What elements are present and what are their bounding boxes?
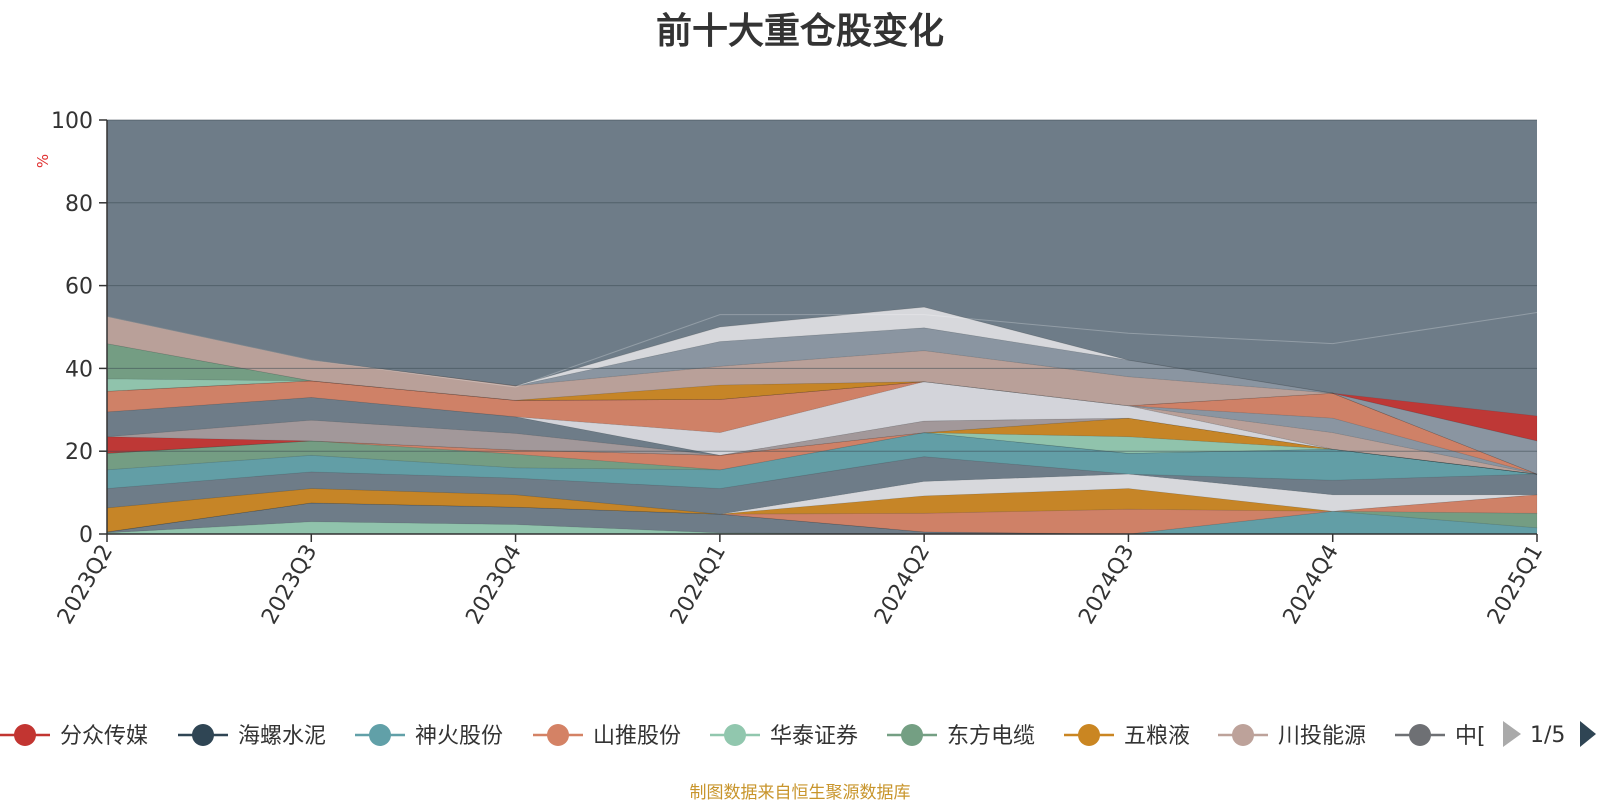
legend-item-label[interactable]: 川投能源 bbox=[1278, 724, 1366, 749]
x-tick-label: 2024Q3 bbox=[1074, 541, 1139, 629]
legend: 分众传媒 海螺水泥 神火股份 山推股份 华泰证券 东方电缆 五粮液 川投能源 中[ 1/5 bbox=[0, 721, 1596, 749]
legend-item-label[interactable]: 山推股份 bbox=[593, 724, 681, 749]
y-tick-label: 80 bbox=[65, 192, 93, 217]
y-tick-label: 60 bbox=[65, 275, 93, 300]
grid-lines bbox=[107, 119, 1537, 452]
x-tick-label: 2023Q4 bbox=[461, 541, 526, 629]
legend-marker[interactable] bbox=[547, 724, 569, 746]
y-tick-label: 0 bbox=[79, 523, 93, 548]
area-band-5 bbox=[106, 494, 1538, 535]
triangle-left-icon[interactable] bbox=[1503, 721, 1521, 747]
x-tick-label: 2024Q2 bbox=[870, 541, 935, 629]
triangle-right-icon[interactable] bbox=[1580, 721, 1596, 747]
legend-item-label[interactable]: 分众传媒 bbox=[60, 724, 148, 749]
y-tick-label: 100 bbox=[51, 109, 93, 134]
legend-marker[interactable] bbox=[14, 724, 36, 746]
x-tick-label: 2024Q4 bbox=[1279, 541, 1344, 629]
legend-item-label[interactable]: 海螺水泥 bbox=[238, 724, 326, 749]
x-tick-label: 2024Q1 bbox=[666, 541, 731, 629]
x-tick-label: 2023Q3 bbox=[257, 541, 322, 629]
legend-marker[interactable] bbox=[901, 724, 923, 746]
legend-item-label[interactable]: 东方电缆 bbox=[947, 724, 1035, 749]
legend-item-label[interactable]: 五粮液 bbox=[1124, 724, 1190, 749]
area-band-28 bbox=[106, 306, 1538, 442]
area-band-4 bbox=[106, 502, 1538, 535]
legend-item-label[interactable]: 华泰证券 bbox=[770, 724, 858, 749]
legend-page-indicator: 1/5 bbox=[1530, 723, 1565, 748]
legend-item-label[interactable]: 神火股份 bbox=[415, 724, 503, 749]
legend-marker[interactable] bbox=[1232, 724, 1254, 746]
y-tick-label: 20 bbox=[65, 440, 93, 465]
source-note: 制图数据来自恒生聚源数据库 bbox=[689, 783, 911, 803]
area-band-3 bbox=[106, 502, 1538, 535]
x-tick-label: 2025Q1 bbox=[1483, 541, 1548, 629]
legend-item-label[interactable]: 中[ bbox=[1455, 724, 1486, 749]
stack-top-line bbox=[106, 312, 1538, 388]
y-axis-label: % bbox=[34, 154, 52, 168]
legend-marker[interactable] bbox=[369, 724, 391, 746]
legend-marker[interactable] bbox=[192, 724, 214, 746]
x-tick-label: 2023Q2 bbox=[53, 541, 118, 629]
chart-title: 前十大重仓股变化 bbox=[655, 11, 944, 52]
legend-marker[interactable] bbox=[1078, 724, 1100, 746]
legend-marker[interactable] bbox=[724, 724, 746, 746]
y-tick-label: 40 bbox=[65, 357, 93, 382]
area-series-group bbox=[106, 306, 1538, 535]
legend-marker[interactable] bbox=[1409, 724, 1431, 746]
